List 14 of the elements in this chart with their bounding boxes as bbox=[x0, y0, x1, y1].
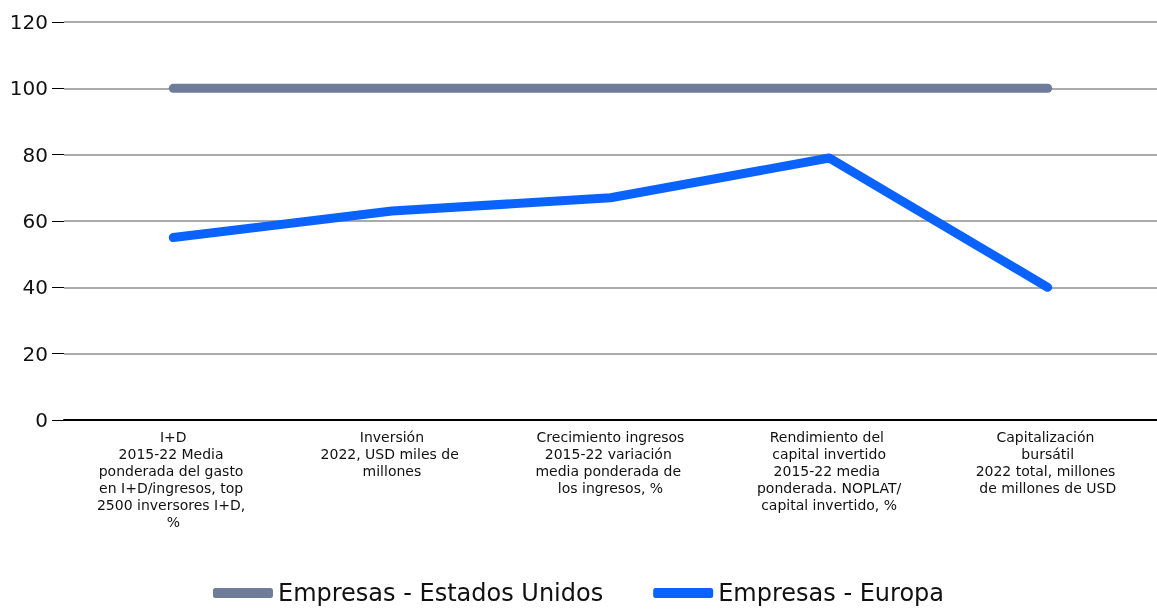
legend-label: Empresas - Estados Unidos bbox=[277, 579, 604, 607]
x-tick-label: Rendimiento del capital invertido 2015-22 media ponderada. NOPLAT/capital invertido, % bbox=[756, 428, 902, 513]
y-tick-label: 100 bbox=[9, 76, 48, 101]
x-tick-label: Crecimiento ingresos 2015-22 variación media ponderada de los ingresos, % bbox=[535, 428, 686, 496]
y-tick-label: 60 bbox=[22, 209, 48, 233]
y-tick-label: 120 bbox=[9, 10, 48, 34]
y-tick-label: 0 bbox=[35, 408, 48, 432]
legend-label: Empresas - Europa bbox=[718, 579, 945, 607]
y-tick-label: 40 bbox=[22, 275, 48, 300]
y-tick-label: 20 bbox=[22, 341, 48, 366]
x-tick-label: I+D 2015-22 Media ponderada del gasto en I+D/ingresos, top 2500 inversores I+D, % bbox=[96, 428, 250, 530]
x-tick-label: Inversión 2022, USD miles de millones bbox=[320, 428, 464, 479]
y-tick-label: 80 bbox=[22, 142, 48, 167]
x-tick-label: Capitalización bursátil 2022 total, millones de millones de USD bbox=[975, 428, 1120, 496]
